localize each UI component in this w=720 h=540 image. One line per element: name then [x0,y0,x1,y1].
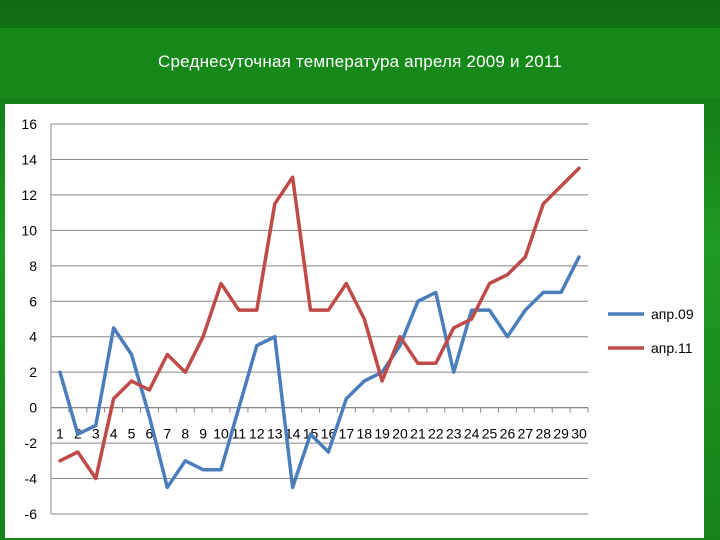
y-tick-label: 10 [21,222,37,238]
x-tick-label: 26 [500,426,516,442]
x-tick-label: 3 [92,426,100,442]
x-tick-labels: 1 2 3 4 5 6 7 8 9 10 11 12 13 14 15 16 17 18 19 20 21 22 23 24 2… [56,426,587,442]
x-tick-label: 25 [482,426,498,442]
x-tick-label: 9 [199,426,207,442]
x-tick-label: 17 [339,426,355,442]
series-lines [58,166,581,490]
x-tick-label: 11 [232,426,247,442]
chart-panel: 16 14 12 10 8 6 4 2 0 -2 -4 -6 1 2 3 4 5 6 7 8 9 10 11 12 13 14 1… [5,104,704,538]
x-tick-label: 30 [571,426,587,442]
x-tick-label: 13 [267,426,283,442]
y-tick-label: 0 [29,400,37,416]
y-tick-labels: 16 14 12 10 8 6 4 2 0 -2 -4 -6 [21,116,37,522]
x-tick-label: 22 [428,426,444,442]
x-tick-label: 12 [249,426,265,442]
y-tick-label: 4 [29,329,37,345]
slide-title: Среднесуточная температура апреля 2009 и… [158,52,562,71]
y-tick-label: -4 [25,471,38,487]
x-tick-label: 24 [464,426,480,442]
legend-label: апр.11 [651,340,693,356]
x-tick-label: 23 [446,426,462,442]
x-tick-label: 20 [392,426,408,442]
legend-label: апр.09 [651,306,694,322]
y-tick-label: 8 [29,258,37,274]
x-tick-label: 28 [535,426,551,442]
x-tick-label: 21 [410,426,426,442]
x-tick-label: 14 [285,426,301,442]
axes [50,124,589,514]
y-tick-label: 14 [21,151,37,167]
series-line-1 [58,255,581,490]
x-tick-label: 7 [163,426,171,442]
x-tick-label: 10 [213,426,229,442]
y-tick-label: 2 [29,364,37,380]
y-tick-label: -2 [25,435,38,451]
legend: апр.09 апр.11 [608,306,694,356]
title-bar [0,28,720,98]
x-tick-label: 4 [110,426,118,442]
x-tick-label: 6 [146,426,154,442]
x-tick-label: 1 [56,426,64,442]
x-tick-label: 18 [356,426,372,442]
x-tick-label: 29 [553,426,569,442]
gridlines [51,123,588,515]
y-tick-label: 16 [21,116,37,132]
y-tick-label: 6 [29,293,37,309]
y-tick-label: 12 [21,187,37,203]
x-tick-label: 27 [518,426,534,442]
x-tick-label: 8 [181,426,189,442]
series-line-2 [58,166,581,481]
x-tick-label: 5 [128,426,136,442]
x-tick-label: 19 [374,426,390,442]
y-tick-label: -6 [25,506,38,522]
